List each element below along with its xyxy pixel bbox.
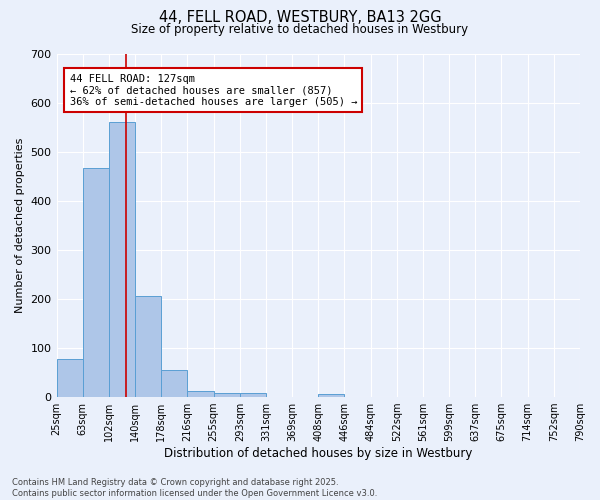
X-axis label: Distribution of detached houses by size in Westbury: Distribution of detached houses by size … bbox=[164, 447, 472, 460]
Text: 44, FELL ROAD, WESTBURY, BA13 2GG: 44, FELL ROAD, WESTBURY, BA13 2GG bbox=[158, 10, 442, 25]
Bar bbox=[214, 393, 240, 397]
Y-axis label: Number of detached properties: Number of detached properties bbox=[15, 138, 25, 313]
Bar bbox=[240, 393, 266, 397]
Text: Size of property relative to detached houses in Westbury: Size of property relative to detached ho… bbox=[131, 22, 469, 36]
Bar bbox=[56, 359, 83, 397]
Bar bbox=[83, 168, 109, 397]
Bar bbox=[135, 296, 161, 397]
Bar bbox=[161, 370, 187, 397]
Bar bbox=[109, 122, 135, 397]
Bar bbox=[187, 390, 214, 397]
Text: Contains HM Land Registry data © Crown copyright and database right 2025.
Contai: Contains HM Land Registry data © Crown c… bbox=[12, 478, 377, 498]
Bar bbox=[318, 394, 344, 397]
Text: 44 FELL ROAD: 127sqm
← 62% of detached houses are smaller (857)
36% of semi-deta: 44 FELL ROAD: 127sqm ← 62% of detached h… bbox=[70, 74, 357, 107]
